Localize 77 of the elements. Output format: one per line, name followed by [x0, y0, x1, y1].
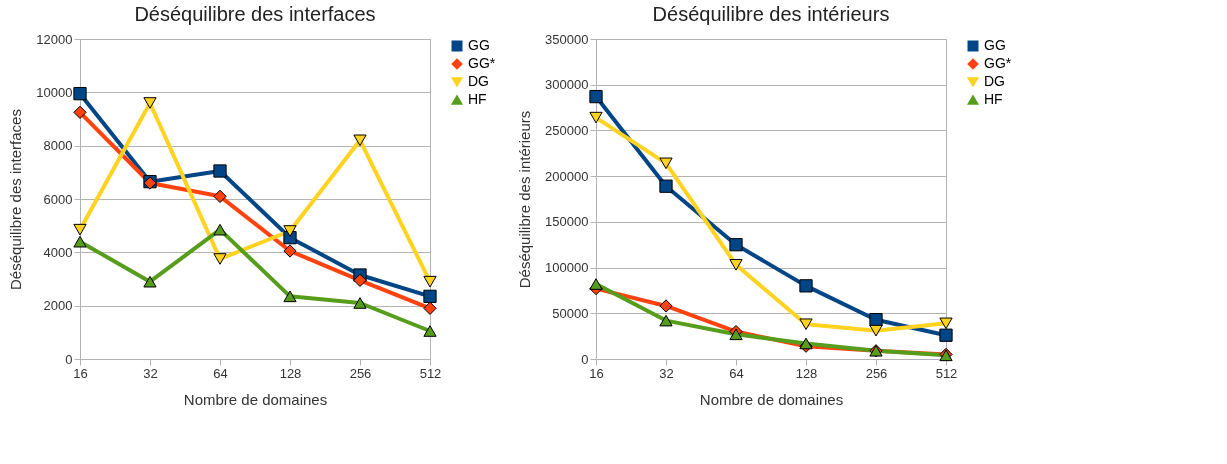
x-tick-label: 32 [143, 365, 158, 381]
point [213, 189, 227, 203]
point [939, 328, 953, 342]
point [659, 314, 673, 327]
chart-title: Déséquilibre des intérieurs [652, 3, 890, 25]
x-axis-title: Nombre de domaines [699, 390, 844, 408]
point [799, 318, 813, 331]
point [143, 275, 157, 288]
y-tick-label: 10000 [36, 84, 73, 100]
point [589, 111, 603, 124]
point [869, 313, 883, 327]
x-tick-label: 16 [589, 365, 604, 381]
point [283, 290, 297, 303]
x-tick-label: 512 [935, 365, 958, 381]
point [423, 275, 437, 288]
x-tick-label: 32 [659, 365, 674, 381]
point [143, 97, 157, 109]
y-axis-title: Déséquilibre des intérieurs [516, 110, 534, 289]
y-tick-label: 250000 [545, 122, 589, 138]
point [869, 324, 883, 337]
legend-label: HF [984, 91, 1003, 107]
point [353, 134, 367, 147]
point [213, 253, 227, 265]
legend-label: GG* [468, 55, 496, 71]
y-tick-label: 0 [581, 351, 589, 367]
point [589, 278, 603, 290]
point [589, 89, 603, 104]
legend-label: DG [984, 73, 1005, 89]
point [353, 273, 367, 287]
point [73, 223, 87, 236]
point [73, 235, 87, 248]
y-tick-label: 300000 [545, 77, 589, 93]
y-tick-label: 2000 [43, 298, 73, 314]
legend-label: GG* [984, 55, 1012, 71]
point [213, 164, 227, 178]
y-tick-label: 8000 [43, 138, 73, 154]
point [423, 289, 437, 303]
x-tick-label: 16 [73, 365, 88, 381]
chart-title: Déséquilibre des interfaces [134, 3, 376, 25]
point [283, 225, 297, 237]
y-tick-label: 50000 [552, 305, 589, 321]
legend-label: GG [984, 37, 1006, 53]
x-tick-label: 64 [729, 365, 744, 381]
point [729, 259, 743, 271]
point [939, 317, 953, 330]
y-tick-label: 200000 [545, 168, 589, 184]
y-tick-label: 4000 [43, 244, 73, 260]
x-tick-label: 256 [349, 365, 372, 381]
x-tick-label: 128 [795, 365, 818, 381]
point [423, 325, 437, 337]
point [799, 279, 813, 293]
y-tick-label: 12000 [36, 31, 73, 47]
point [283, 244, 297, 258]
legend-label: HF [468, 91, 487, 107]
x-axis-title: Nombre de domaines [183, 390, 328, 408]
point [659, 157, 673, 170]
x-tick-label: 128 [279, 365, 302, 381]
point [213, 223, 227, 236]
y-tick-label: 6000 [43, 191, 73, 207]
point [659, 179, 673, 193]
point [73, 105, 87, 119]
point [729, 328, 743, 341]
x-tick-label: 512 [419, 365, 442, 381]
point [73, 87, 87, 101]
y-tick-label: 100000 [545, 260, 589, 276]
legend-label: GG [468, 37, 490, 53]
point [729, 238, 743, 252]
x-tick-label: 64 [213, 365, 228, 381]
point [423, 301, 437, 315]
y-axis-title: Déséquilibre des interfaces [7, 109, 25, 290]
point [659, 299, 673, 313]
y-tick-label: 150000 [545, 214, 589, 230]
legend-label: DG [468, 73, 489, 89]
x-tick-label: 256 [865, 365, 888, 381]
point [353, 297, 367, 309]
y-tick-label: 350000 [545, 31, 589, 47]
y-tick-label: 0 [65, 351, 73, 367]
